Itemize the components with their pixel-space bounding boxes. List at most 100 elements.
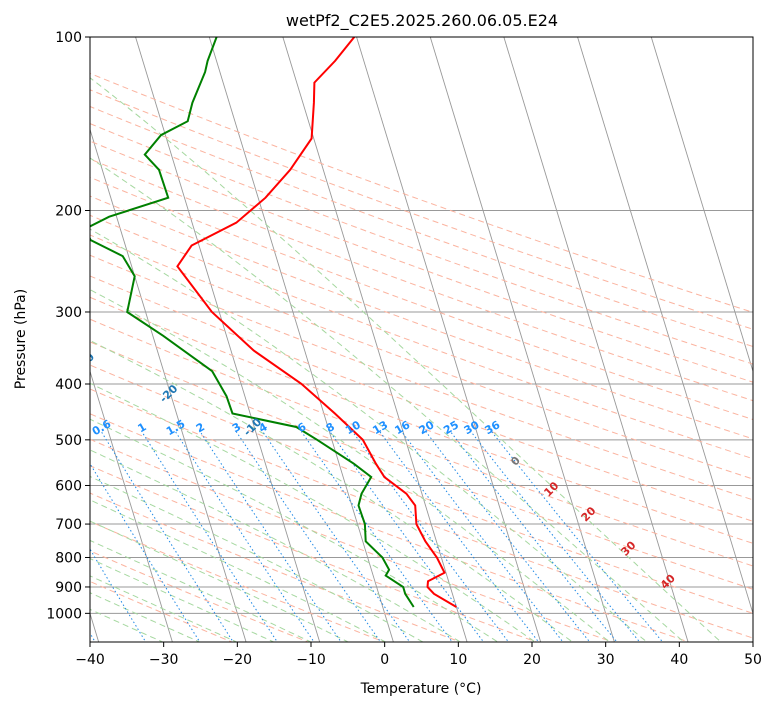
moist-adiabat-line [90,289,611,642]
isotherm-line [135,37,321,642]
dry-adiabat-line [90,341,753,590]
moist-adiabat-line [90,520,350,642]
dry-adiabat-line [90,465,538,642]
dry-adiabat-line [90,158,753,402]
moist-adiabat-label: 40 [658,571,678,591]
y-tick-label: 800 [55,550,82,566]
x-tick-label: −30 [149,652,179,668]
moist-adiabat-line [90,499,387,642]
y-tick-label: 1000 [46,606,82,622]
mixing-ratio-label: 1.5 [164,417,187,438]
mixing-ratio-line [470,431,641,642]
moist-adiabat-label: 0 [508,454,523,469]
dry-adiabat-line [90,413,691,642]
x-axis-label: Temperature (°C) [360,681,482,697]
x-tick-label: 50 [744,652,762,668]
isotherm-line [208,37,394,642]
mixing-ratio-label: 25 [441,418,461,437]
x-tick-label: −40 [75,652,105,668]
dry-adiabat-line [90,140,753,383]
mixing-ratio-line [379,431,540,642]
y-axis-ticks: 100 200 300 400 500 600 700 800 900 1000 [46,30,90,622]
mixing-ratio-line [352,431,510,642]
mixing-ratio-line [300,431,453,642]
x-tick-label: 20 [523,652,541,668]
y-tick-label: 200 [55,203,82,219]
mixing-ratio-line [401,431,564,642]
moist-adiabat-label: 10 [541,479,561,499]
dry-adiabat-label: -30 [74,350,97,373]
y-axis-label: Pressure (hPa) [13,289,29,389]
isotherm-line [356,37,542,642]
moist-adiabat-line [90,157,685,642]
moist-adiabat-label: 20 [579,504,599,524]
moist-adiabat-line [90,475,424,642]
moist-adiabat-line [90,382,536,642]
y-tick-label: 600 [55,478,82,494]
y-tick-label: 400 [55,377,82,393]
profile-line [176,37,457,608]
mixing-ratio-label: 10 [343,418,363,437]
moist-adiabat-label: 30 [618,538,638,558]
dry-adiabat-line [90,388,753,639]
plot-frame [89,36,754,643]
mixing-ratio-label: 16 [392,418,412,437]
isotherm-line [503,37,689,642]
series-layer [90,37,457,608]
isopleth-labels: 0.10.20.40.611.52346810131620253036-100-… [9,350,678,592]
mixing-ratio-line [90,462,201,642]
dry-adiabat-line [90,72,753,313]
mixing-ratio-label: 1 [135,420,148,435]
y-tick-label: 900 [55,580,82,596]
dry-adiabat-line [90,195,753,440]
mixing-ratio-line [100,431,234,642]
y-tick-label: 300 [55,305,82,321]
dry-adiabat-line [90,364,753,614]
x-tick-label: −10 [296,652,326,668]
dry-adiabat-line [90,234,753,480]
mixing-ratio-line [174,431,315,642]
x-tick-label: −20 [223,652,253,668]
grid-layer [90,37,753,642]
mixing-ratio-label: 30 [462,418,482,437]
mixing-ratio-label: 20 [417,418,437,437]
moist-adiabat-line [90,575,238,642]
mixing-ratio-line [450,431,618,642]
isotherm-line [650,37,753,373]
dry-adiabat-line [90,520,386,642]
dry-adiabat-line [90,275,753,522]
mixing-ratio-line [425,431,591,642]
x-tick-label: 0 [380,652,389,668]
x-tick-label: 40 [670,652,688,668]
isotherm-line [90,127,247,642]
isotherm-line [282,37,468,642]
x-tick-label: 30 [597,652,615,668]
dry-adiabat-line [90,254,753,501]
dry-adiabat-line [90,176,753,421]
isotherm-line [577,37,753,616]
x-axis-ticks: −40 −30 −20 −10 0 10 20 30 40 50 [75,642,762,668]
moist-adiabat-line [90,558,275,642]
moist-adiabat-line [90,77,722,642]
y-tick-label: 500 [55,433,82,449]
x-tick-label: 10 [449,652,467,668]
dry-adiabat-line [90,89,753,330]
moist-adiabat-line [90,449,462,642]
moist-adiabat-line [90,228,648,642]
mixing-ratio-line [199,431,342,642]
moist-adiabat-line [90,339,574,642]
isotherm-line [429,37,615,642]
mixing-ratio-label: 8 [324,420,337,435]
mixing-ratio-label: 36 [482,418,502,437]
mixing-ratio-label: 0.2 [9,417,32,438]
dry-adiabat-line [90,123,753,365]
y-tick-label: 100 [55,30,82,46]
dry-adiabat-line [90,214,753,460]
dry-adiabat-line [90,105,753,348]
mixing-ratio-line [262,431,411,642]
dry-adiabat-line [90,318,753,567]
dry-adiabat-line [90,492,462,642]
dry-adiabat-line [90,438,615,642]
dry-adiabat-line [90,580,234,642]
